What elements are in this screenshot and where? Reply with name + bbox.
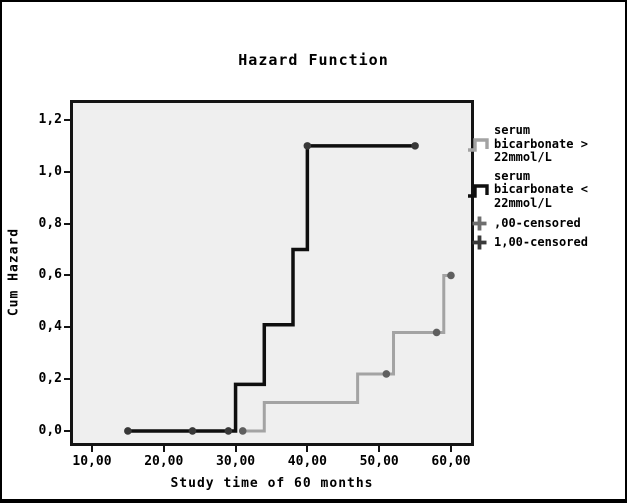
- y-tick-mark: [64, 222, 70, 225]
- y-axis-title: Cum Hazard: [6, 227, 22, 317]
- legend-label: ,00-censored: [494, 215, 581, 230]
- y-tick-label: 0,8: [38, 215, 62, 231]
- y-tick-mark: [64, 378, 70, 381]
- legend-item-group-gt22: serum bicarbonate > 22mmol/L: [464, 123, 625, 165]
- plus-marker-icon: [464, 234, 494, 251]
- y-tick-label: 0,4: [38, 319, 62, 335]
- censored-marker: [224, 427, 233, 435]
- y-tick-mark: [64, 429, 70, 432]
- censored-marker: [411, 142, 419, 150]
- y-tick-mark: [64, 118, 70, 121]
- legend-item-censored-0: ,00-censored: [464, 215, 625, 232]
- plot-svg: [124, 142, 455, 435]
- y-tick-label: 0,6: [38, 267, 62, 283]
- y-tick-label: 1,2: [38, 111, 62, 127]
- censored-marker: [382, 370, 391, 378]
- legend-label: serum bicarbonate > 22mmol/L: [494, 123, 588, 164]
- legend-label: serum bicarbonate < 22mmol/L: [494, 168, 588, 210]
- x-tick-label: 40,00: [287, 454, 327, 469]
- x-axis-title: Study time of 60 months: [170, 476, 374, 491]
- x-tick-mark: [306, 445, 309, 452]
- legend-label: 1,00-censored: [494, 234, 588, 249]
- series-line: [127, 144, 416, 433]
- censored-marker: [432, 328, 441, 337]
- x-tick-mark: [234, 445, 237, 452]
- x-tick-mark: [90, 445, 93, 452]
- legend: serum bicarbonate > 22mmol/L serum bicar…: [464, 123, 625, 253]
- x-tick-mark: [378, 445, 381, 452]
- plot-area: [70, 100, 474, 446]
- y-tick-mark: [64, 326, 70, 329]
- series-line: [242, 273, 451, 433]
- x-tick-label: 10,00: [72, 454, 112, 469]
- y-tick-label: 0,0: [38, 422, 62, 438]
- x-tick-mark: [449, 445, 452, 452]
- censored-marker: [447, 271, 455, 280]
- x-tick-label: 60,00: [431, 454, 471, 469]
- y-tick-label: 0,2: [38, 371, 62, 387]
- step-line-icon: [464, 181, 494, 199]
- plus-marker-icon: [464, 215, 494, 232]
- legend-item-censored-1: 1,00-censored: [464, 234, 625, 251]
- x-tick-label: 30,00: [215, 454, 256, 469]
- censored-marker: [238, 427, 247, 435]
- legend-item-group-lt22: serum bicarbonate < 22mmol/L: [464, 168, 625, 211]
- y-tick-label: 1,0: [38, 163, 62, 179]
- x-tick-mark: [162, 445, 165, 452]
- censored-marker: [188, 427, 197, 435]
- x-tick-label: 20,00: [144, 454, 184, 469]
- x-tick-label: 50,00: [359, 454, 399, 469]
- chart-title: Hazard Function: [238, 51, 389, 69]
- y-tick-mark: [64, 170, 70, 173]
- y-tick-mark: [64, 274, 70, 277]
- censored-marker: [303, 142, 312, 150]
- step-line-icon: [464, 135, 494, 153]
- censored-marker: [124, 427, 132, 435]
